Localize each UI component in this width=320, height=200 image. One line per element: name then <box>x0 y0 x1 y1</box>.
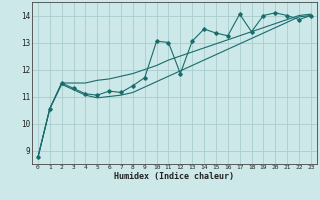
X-axis label: Humidex (Indice chaleur): Humidex (Indice chaleur) <box>115 172 234 181</box>
